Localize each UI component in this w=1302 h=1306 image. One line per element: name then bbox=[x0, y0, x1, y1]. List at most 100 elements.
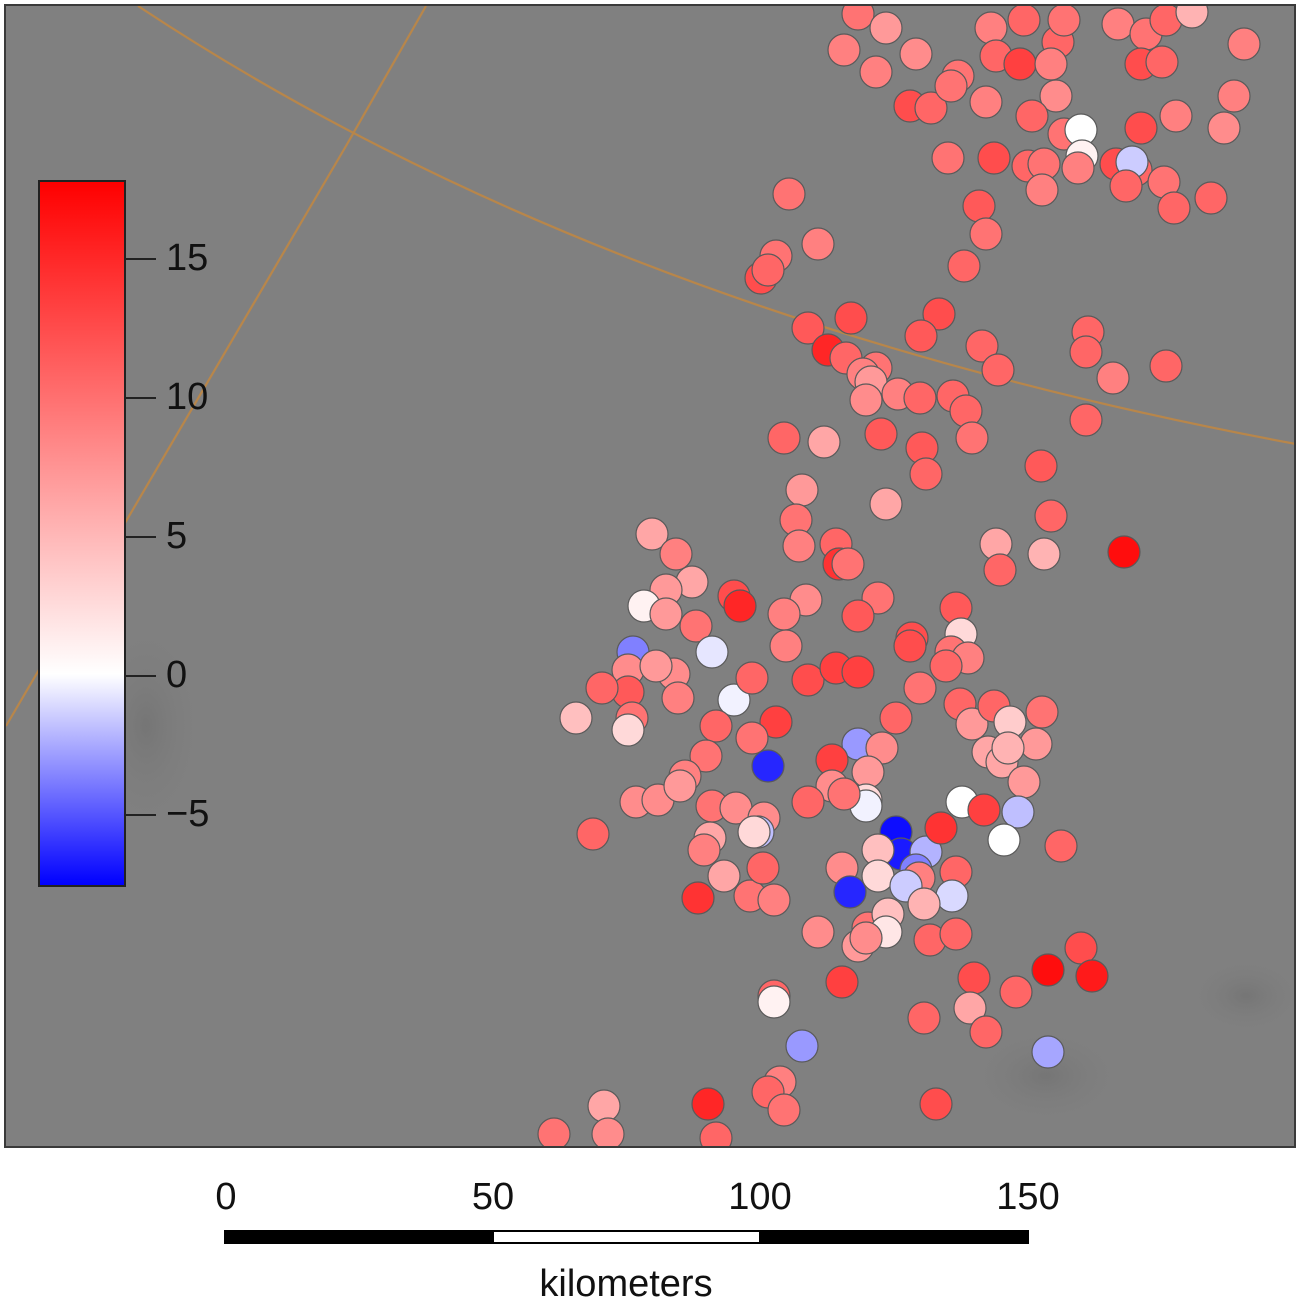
colorbar-tick bbox=[126, 397, 156, 399]
observation-marker bbox=[851, 755, 885, 789]
observation-marker bbox=[1039, 79, 1073, 113]
observation-marker bbox=[974, 11, 1008, 45]
observation-marker bbox=[953, 991, 987, 1025]
observation-marker bbox=[1019, 727, 1053, 761]
observation-marker bbox=[1075, 959, 1109, 993]
observation-marker bbox=[791, 663, 825, 697]
observation-marker bbox=[1007, 765, 1041, 799]
scale-unit-label: kilometers bbox=[539, 1263, 713, 1305]
observation-marker bbox=[903, 381, 937, 415]
colorbar-tick-label: 0 bbox=[166, 654, 188, 696]
observation-marker bbox=[537, 1117, 571, 1146]
observation-marker bbox=[757, 883, 791, 917]
observation-marker bbox=[879, 701, 913, 735]
observation-marker bbox=[939, 917, 973, 951]
observation-marker bbox=[849, 921, 883, 955]
observation-marker bbox=[785, 473, 819, 507]
observation-marker bbox=[931, 141, 965, 175]
observation-marker bbox=[827, 777, 861, 811]
observation-marker bbox=[834, 301, 868, 335]
observation-marker bbox=[861, 859, 895, 893]
observation-marker bbox=[981, 353, 1015, 387]
colorbar-tick-label: 15 bbox=[166, 237, 209, 279]
observation-marker bbox=[807, 425, 841, 459]
observation-marker bbox=[751, 253, 785, 287]
observation-marker bbox=[782, 529, 816, 563]
observation-marker bbox=[1194, 181, 1228, 215]
observation-markers bbox=[537, 6, 1261, 1146]
observation-marker bbox=[969, 1015, 1003, 1049]
observation-marker bbox=[965, 329, 999, 363]
observation-marker bbox=[639, 649, 673, 683]
observation-marker bbox=[1001, 795, 1035, 829]
observation-marker bbox=[1217, 79, 1251, 113]
observation-marker bbox=[947, 249, 981, 283]
observation-marker bbox=[967, 793, 1001, 827]
observation-marker bbox=[1157, 191, 1191, 225]
map-panel[interactable] bbox=[4, 4, 1296, 1148]
observation-marker bbox=[723, 589, 757, 623]
map-canvas bbox=[6, 6, 1294, 1146]
observation-marker bbox=[717, 683, 751, 717]
observation-marker bbox=[585, 671, 619, 705]
colorbar-tick bbox=[126, 258, 156, 260]
scale-tick-label: 0 bbox=[215, 1176, 237, 1218]
observation-marker bbox=[1064, 931, 1098, 965]
observation-marker bbox=[1047, 6, 1081, 37]
observation-marker bbox=[1024, 449, 1058, 483]
observation-marker bbox=[681, 881, 715, 915]
observation-marker bbox=[1061, 151, 1095, 185]
colorbar bbox=[38, 180, 126, 887]
boundary-arc bbox=[137, 6, 1294, 445]
colorbar-tick-label: 10 bbox=[166, 376, 209, 418]
observation-marker bbox=[1145, 45, 1179, 79]
observation-marker bbox=[1096, 361, 1130, 395]
observation-marker bbox=[955, 421, 989, 455]
observation-marker bbox=[1069, 403, 1103, 437]
observation-marker bbox=[849, 383, 883, 417]
observation-marker bbox=[1069, 335, 1103, 369]
observation-marker bbox=[999, 975, 1033, 1009]
colorbar-tick-label: −5 bbox=[166, 793, 210, 835]
observation-marker bbox=[767, 597, 801, 631]
observation-marker bbox=[699, 709, 733, 743]
scale-segment-white bbox=[492, 1230, 762, 1244]
scale-tick-label: 50 bbox=[471, 1176, 515, 1218]
scale-segment-black bbox=[224, 1230, 494, 1244]
observation-marker bbox=[869, 11, 903, 45]
observation-marker bbox=[962, 189, 996, 223]
observation-marker bbox=[1003, 47, 1037, 81]
observation-marker bbox=[587, 1089, 621, 1123]
observation-marker bbox=[934, 69, 968, 103]
observation-marker bbox=[1007, 6, 1041, 37]
observation-marker bbox=[957, 961, 991, 995]
observation-marker bbox=[769, 629, 803, 663]
observation-marker bbox=[1034, 499, 1068, 533]
observation-marker bbox=[1025, 695, 1059, 729]
observation-marker bbox=[903, 671, 937, 705]
observation-marker bbox=[751, 749, 785, 783]
observation-marker bbox=[679, 609, 713, 643]
observation-marker bbox=[1107, 535, 1141, 569]
observation-marker bbox=[661, 681, 695, 715]
observation-marker bbox=[869, 487, 903, 521]
observation-marker bbox=[983, 553, 1017, 587]
scale-segment-black bbox=[759, 1230, 1029, 1244]
observation-marker bbox=[893, 629, 927, 663]
observation-marker bbox=[1015, 99, 1049, 133]
observation-marker bbox=[859, 55, 893, 89]
observation-marker bbox=[841, 655, 875, 689]
observation-marker bbox=[1124, 111, 1158, 145]
scale-tick-label: 100 bbox=[728, 1176, 792, 1218]
observation-marker bbox=[1025, 173, 1059, 207]
observation-marker bbox=[827, 33, 861, 67]
observation-marker bbox=[689, 739, 723, 773]
observation-marker bbox=[987, 823, 1021, 857]
observation-marker bbox=[1031, 953, 1065, 987]
colorbar-tick-label: 5 bbox=[166, 515, 188, 557]
colorbar-tick bbox=[126, 675, 156, 677]
observation-marker bbox=[591, 1117, 625, 1146]
observation-marker bbox=[907, 887, 941, 921]
observation-marker bbox=[991, 731, 1025, 765]
observation-marker bbox=[864, 417, 898, 451]
